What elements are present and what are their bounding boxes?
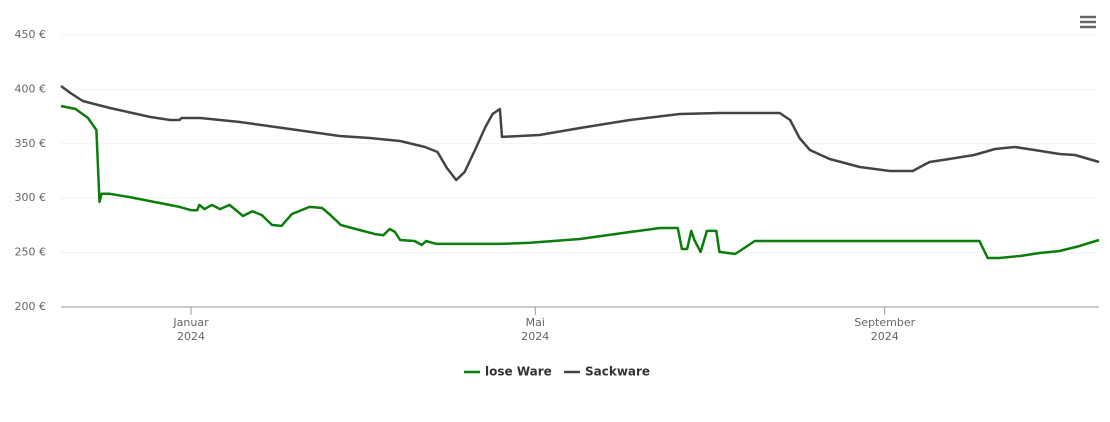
x-tick-label: September 2024 xyxy=(854,316,915,343)
legend-item[interactable]: lose Ware xyxy=(464,365,552,379)
x-tick-label-line: 2024 xyxy=(521,330,549,343)
menu-button[interactable] xyxy=(1078,14,1098,32)
x-tick-label-line: 2024 xyxy=(871,330,899,343)
x-tick-label-line: September xyxy=(854,316,915,329)
x-tick-label-line: Mai xyxy=(526,316,545,329)
legend-text: Sackware xyxy=(585,365,650,379)
x-tick-label: Januar 2024 xyxy=(172,316,209,343)
x-tick-label-line: Januar xyxy=(172,316,209,329)
y-tick-label: 300 € xyxy=(15,191,47,204)
x-tick-label: Mai 2024 xyxy=(521,316,549,343)
legend-item[interactable]: Sackware xyxy=(564,365,650,379)
y-tick-label: 350 € xyxy=(15,137,47,150)
y-tick-label: 400 € xyxy=(15,82,47,95)
legend-text: lose Ware xyxy=(485,365,552,379)
y-tick-label: 250 € xyxy=(15,246,47,259)
x-tick-label-line: 2024 xyxy=(177,330,205,343)
line xyxy=(60,104,1100,260)
line xyxy=(60,84,1100,182)
y-tick-label: 450 € xyxy=(15,28,47,41)
y-tick-label: 200 € xyxy=(15,300,47,313)
